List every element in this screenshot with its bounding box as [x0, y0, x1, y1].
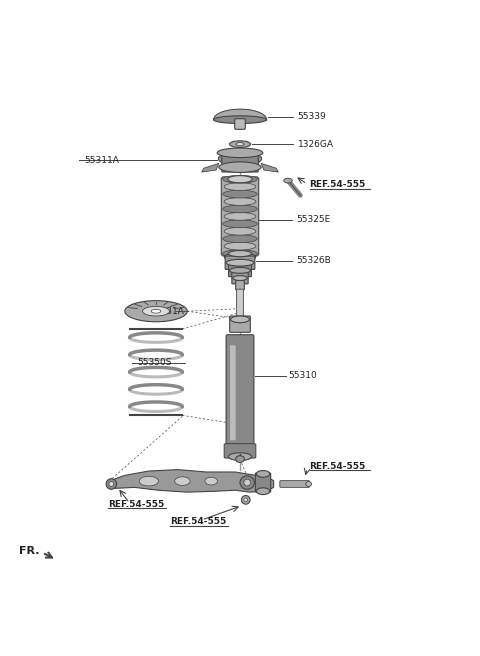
Ellipse shape — [214, 116, 266, 123]
FancyBboxPatch shape — [236, 281, 244, 290]
Ellipse shape — [228, 251, 252, 256]
Ellipse shape — [223, 235, 257, 243]
Text: REF.54-555: REF.54-555 — [170, 518, 227, 526]
Ellipse shape — [205, 478, 217, 485]
Ellipse shape — [225, 253, 255, 261]
FancyBboxPatch shape — [222, 153, 258, 172]
FancyBboxPatch shape — [228, 264, 252, 277]
Ellipse shape — [106, 479, 117, 489]
Text: 55310: 55310 — [288, 371, 317, 380]
Ellipse shape — [223, 250, 257, 257]
Polygon shape — [108, 470, 274, 492]
Ellipse shape — [224, 242, 256, 250]
Text: 55311A: 55311A — [84, 156, 119, 165]
Ellipse shape — [109, 482, 114, 486]
Text: REF.54-555: REF.54-555 — [108, 500, 164, 509]
Ellipse shape — [228, 453, 252, 461]
FancyBboxPatch shape — [280, 481, 310, 487]
Ellipse shape — [236, 142, 244, 146]
Ellipse shape — [218, 152, 262, 166]
FancyBboxPatch shape — [230, 345, 236, 440]
Ellipse shape — [225, 445, 255, 457]
FancyBboxPatch shape — [221, 177, 259, 256]
Ellipse shape — [241, 495, 250, 504]
Text: 55326B: 55326B — [297, 256, 331, 265]
Ellipse shape — [139, 476, 158, 486]
Ellipse shape — [240, 476, 254, 489]
Polygon shape — [261, 163, 278, 172]
FancyBboxPatch shape — [232, 272, 248, 284]
Ellipse shape — [256, 488, 270, 495]
Ellipse shape — [224, 228, 256, 235]
FancyBboxPatch shape — [224, 443, 256, 458]
Ellipse shape — [224, 213, 256, 220]
FancyBboxPatch shape — [255, 473, 271, 492]
Text: FR.: FR. — [19, 546, 40, 556]
Ellipse shape — [226, 259, 254, 266]
Ellipse shape — [223, 175, 257, 183]
Text: REF.54-555: REF.54-555 — [310, 180, 366, 190]
Ellipse shape — [284, 178, 292, 183]
Ellipse shape — [219, 162, 261, 173]
FancyBboxPatch shape — [235, 119, 245, 129]
Ellipse shape — [256, 470, 270, 478]
Ellipse shape — [175, 477, 190, 485]
Ellipse shape — [224, 197, 256, 205]
Ellipse shape — [229, 268, 251, 274]
Ellipse shape — [306, 482, 312, 486]
Ellipse shape — [244, 479, 251, 486]
Ellipse shape — [244, 498, 248, 502]
Text: 55331A: 55331A — [149, 307, 184, 316]
Ellipse shape — [228, 176, 252, 183]
Text: 55325E: 55325E — [297, 216, 331, 224]
Ellipse shape — [125, 300, 187, 321]
Ellipse shape — [230, 316, 250, 323]
FancyBboxPatch shape — [237, 289, 243, 319]
Text: REF.54-555: REF.54-555 — [310, 462, 366, 471]
Ellipse shape — [236, 456, 244, 462]
FancyBboxPatch shape — [225, 256, 255, 270]
FancyBboxPatch shape — [229, 316, 251, 333]
FancyBboxPatch shape — [226, 335, 254, 449]
Polygon shape — [202, 163, 219, 172]
Ellipse shape — [151, 309, 161, 313]
Ellipse shape — [217, 148, 263, 157]
Ellipse shape — [223, 205, 257, 213]
Ellipse shape — [233, 276, 247, 281]
Ellipse shape — [223, 220, 257, 228]
Ellipse shape — [143, 306, 169, 316]
Ellipse shape — [224, 183, 256, 190]
Ellipse shape — [223, 190, 257, 198]
Text: 55350S: 55350S — [137, 358, 171, 367]
Ellipse shape — [229, 141, 251, 148]
Text: 55339: 55339 — [298, 112, 326, 121]
Text: 1326GA: 1326GA — [298, 140, 334, 149]
